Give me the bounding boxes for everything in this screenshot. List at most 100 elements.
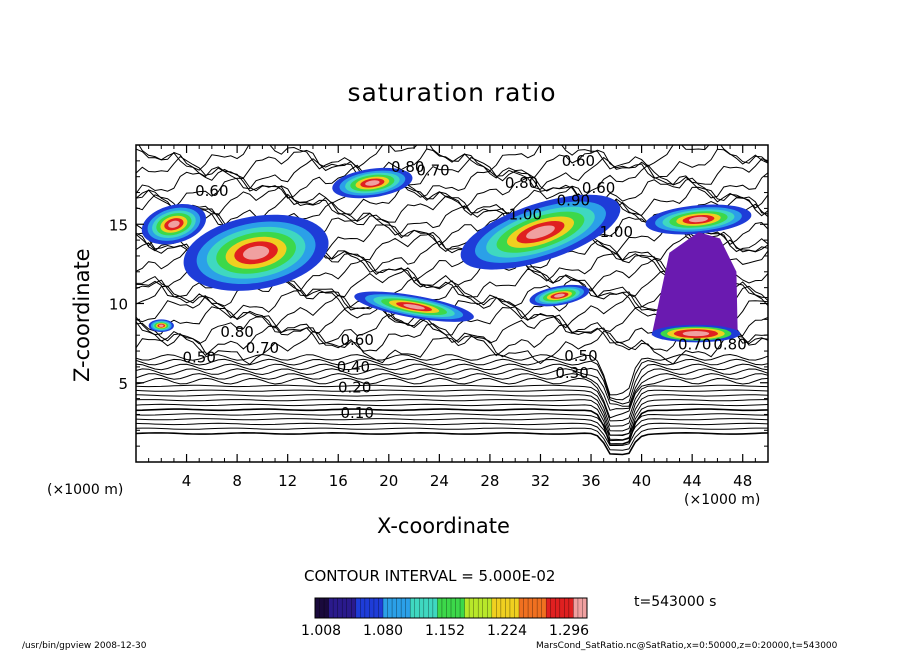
colorbar-swatch [577,598,583,618]
supersaturation-blob-0 [183,214,329,291]
y-tick-label-0: 5 [118,375,128,393]
contour-label-15: 0.30 [555,364,588,382]
colorbar-swatch [473,598,479,618]
colorbar-swatch [541,598,547,618]
x-tick-label-6: 28 [480,472,499,490]
supersaturation-blob-5 [354,291,474,322]
colorbar-swatch [537,598,543,618]
contour-label-3: 0.60 [195,182,228,200]
y-axis-ticks: 5 10 15 [109,160,768,447]
contour-label-2: 0.70 [416,161,449,179]
contour-line [136,384,768,422]
contour-layer: 0.600.800.700.60 0.80 0.600.901.001.000.80… [136,145,768,456]
colorbar-swatch [523,598,529,618]
lower-band [651,324,741,343]
contour-label-4: 0.80 [505,174,538,192]
contour-label-19: 0.10 [340,404,373,422]
contour-line [138,145,768,172]
colorbar-swatch [451,598,457,618]
colorbar-swatch [319,598,325,618]
colorbar-tick-3: 1.224 [487,623,528,639]
colorbar-swatch [482,598,488,618]
colorbar-swatch [568,598,574,618]
colorbar-swatch [460,598,466,618]
contour-line [136,322,768,357]
colorbar-swatch [333,598,339,618]
colorbar-swatch [428,598,434,618]
colorbar-swatch [514,598,520,618]
supersaturation-blob-4 [645,204,752,235]
contour-line [136,368,768,407]
colorbar-swatch [487,598,493,618]
x-unit-label-right: (×1000 m) [684,492,761,508]
colorbar-swatch [369,598,375,618]
x-tick-label-8: 36 [581,472,600,490]
colorbar-swatch [410,598,416,618]
colorbar-swatch [491,598,497,618]
colorbar-swatch [437,598,443,618]
colorbar-swatch [559,598,565,618]
contour-line [136,389,768,427]
supersaturation-blob-1 [141,204,207,245]
x-tick-label-9: 40 [632,472,651,490]
colorbar-swatch [351,598,357,618]
colorbar-swatch [464,598,470,618]
x-tick-label-0: 4 [182,472,192,490]
colorbar-swatch [364,598,370,618]
contour-label-10: 0.60 [340,331,373,349]
supersaturation-blob-3 [460,194,621,270]
contour-labels: 0.600.800.700.60 0.80 0.600.901.001.000.80… [182,152,746,422]
colorbar-tick-1: 1.080 [363,623,404,639]
contour-label-9: 0.80 [220,323,253,341]
x-tick-label-4: 20 [379,472,398,490]
shaded-level [526,225,555,239]
contour-label-5: 0.60 [582,179,615,197]
x-tick-label-2: 12 [278,472,297,490]
x-tick-label-7: 32 [531,472,550,490]
shaded-level [554,293,565,298]
contour-line [136,155,768,190]
contour-line [136,330,768,365]
colorbar-tick-2: 1.152 [425,623,466,639]
colorbar-swatch [405,598,411,618]
colorbar-swatch [532,598,538,618]
colorbar-swatch [500,598,506,618]
shaded-regions [141,167,752,343]
colorbar-swatch [378,598,384,618]
contour-label-1: 0.80 [391,158,424,176]
contour-label-7: 1.00 [509,206,542,224]
x-axis-ticks: 4 8 12 16 20 24 28 32 36 40 44 48 [148,145,756,490]
colorbar-swatch [519,598,525,618]
contour-line [136,431,768,456]
shaded-level [168,220,180,228]
colorbar-swatch [324,598,330,618]
colorbar-swatch [528,598,534,618]
contour-line [136,422,768,446]
x-axis-label: X-coordinate [377,514,510,538]
colorbar-swatch [346,598,352,618]
shaded-level [159,324,164,327]
colorbar-swatch [360,598,366,618]
contour-label-6: 0.90 [557,191,590,209]
contour-interval: CONTOUR INTERVAL = 5.000E-02 [304,567,556,585]
contour-line [136,185,768,217]
contour-line [136,413,768,436]
contour-line [136,373,768,411]
contour-line [136,399,768,437]
contour-line [136,176,768,210]
colorbar-swatch [373,598,379,618]
colorbar-swatch [469,598,475,618]
colorbar-swatch [432,598,438,618]
contour-label-14: 0.50 [564,347,597,365]
colorbar-swatch [419,598,425,618]
supersaturation-blob-2 [332,167,413,199]
colorbar-swatch [496,598,502,618]
shaded-level [243,245,270,260]
contour-label-11: 0.70 [246,339,279,357]
x-tick-label-3: 16 [329,472,348,490]
contour-line [136,353,768,396]
colorbar-swatch [509,598,515,618]
contour-line [136,394,768,432]
footer-left: /usr/bin/gpview 2008-12-30 [22,641,147,651]
colorbar-swatch [546,598,552,618]
